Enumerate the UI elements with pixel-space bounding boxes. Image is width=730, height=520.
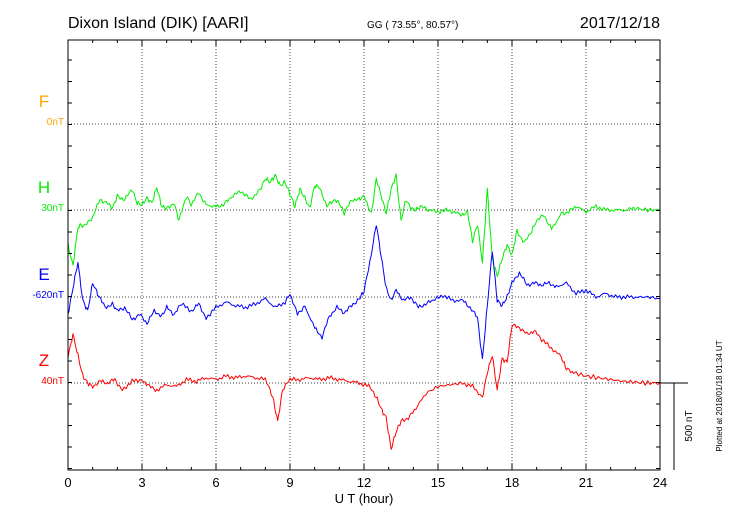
component-label-z: Z xyxy=(39,351,49,370)
x-axis-label: U T (hour) xyxy=(335,491,394,506)
scale-bar-label: 500 nT xyxy=(684,410,695,441)
x-tick-label: 24 xyxy=(653,475,667,490)
x-axis: 0 3 6 9 12 15 18 21 24 xyxy=(64,40,667,490)
component-label-h: H xyxy=(38,178,50,197)
component-baseline-h: 30nT xyxy=(41,203,64,214)
grid xyxy=(68,40,660,470)
geographic-coords: GG ( 73.55°, 80.57°) xyxy=(367,20,458,31)
x-tick-label: 18 xyxy=(505,475,519,490)
x-tick-label: 9 xyxy=(286,475,293,490)
series-line-e xyxy=(67,225,661,360)
x-tick-label: 3 xyxy=(138,475,145,490)
chart-date: 2017/12/18 xyxy=(580,15,660,32)
component-baseline-f: 0nT xyxy=(47,117,64,128)
component-label-e: E xyxy=(38,265,49,284)
series-layer xyxy=(67,173,661,450)
x-tick-label: 6 xyxy=(212,475,219,490)
x-tick-label: 0 xyxy=(64,475,71,490)
component-baseline-e: -620nT xyxy=(32,290,64,301)
x-tick-label: 12 xyxy=(357,475,371,490)
x-tick-label: 15 xyxy=(431,475,445,490)
plotted-timestamp: Plotted at 2018/01/18 01:34 UT xyxy=(715,340,724,451)
x-tick-label: 21 xyxy=(579,475,593,490)
component-label-f: F xyxy=(39,92,49,111)
series-line-h xyxy=(67,173,661,277)
component-baseline-z: 40nT xyxy=(41,376,64,387)
component-labels: F 0nT H 30nT E -620nT Z 40nT xyxy=(32,92,64,387)
plot-frame xyxy=(67,39,661,471)
series-line-z xyxy=(67,323,661,450)
station-title: Dixon Island (DIK) [AARI] xyxy=(68,15,249,32)
